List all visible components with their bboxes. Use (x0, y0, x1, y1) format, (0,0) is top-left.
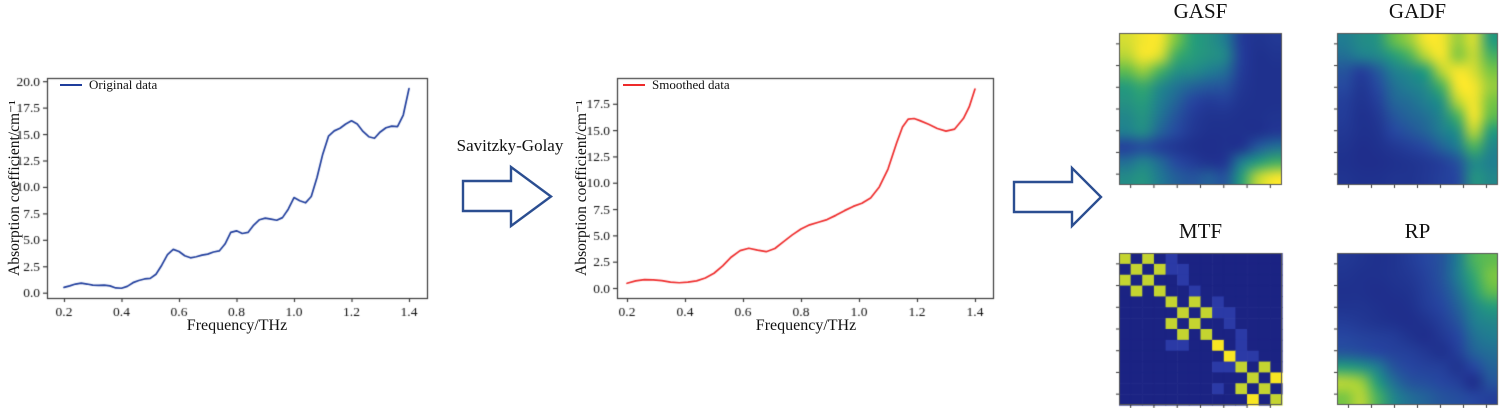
legend-line-marker-original (60, 83, 82, 87)
gadf-heatmap-canvas (1330, 26, 1500, 192)
original-legend: Original data (60, 77, 157, 93)
smoothed-data-chart: Absorption coefficient/cm⁻¹ Frequency/TH… (560, 55, 1010, 355)
right-arrow-icon (461, 164, 554, 229)
smoothed-legend: Smoothed data (623, 77, 730, 93)
gasf-panel: GASF (1113, 0, 1293, 200)
smoothed-x-axis-label: Frequency/THz (755, 317, 857, 334)
gasf-title: GASF (1173, 0, 1228, 23)
mtf-panel: MTF (1113, 220, 1293, 408)
mtf-title: MTF (1178, 219, 1223, 243)
rp-panel: RP (1330, 220, 1500, 408)
gasf-heatmap-canvas (1113, 26, 1285, 192)
legend-line-marker-smoothed (623, 83, 645, 87)
mtf-heatmap-canvas (1113, 246, 1285, 408)
smoothed-chart-canvas (560, 55, 1010, 355)
rp-title: RP (1404, 219, 1431, 243)
original-data-chart: Absorption coefficient/cm⁻¹ Frequency/TH… (0, 55, 470, 355)
gadf-panel: GADF (1330, 0, 1500, 200)
gadf-title: GADF (1388, 0, 1447, 23)
original-x-axis-label: Frequency/THz (186, 317, 288, 334)
smoothed-legend-label: Smoothed data (652, 77, 730, 92)
original-chart-canvas (0, 55, 470, 355)
original-legend-label: Original data (89, 77, 158, 92)
right-arrow-icon (1012, 165, 1103, 229)
rp-heatmap-canvas (1330, 246, 1500, 408)
savitzky-golay-label: Savitzky-Golay (456, 136, 564, 155)
